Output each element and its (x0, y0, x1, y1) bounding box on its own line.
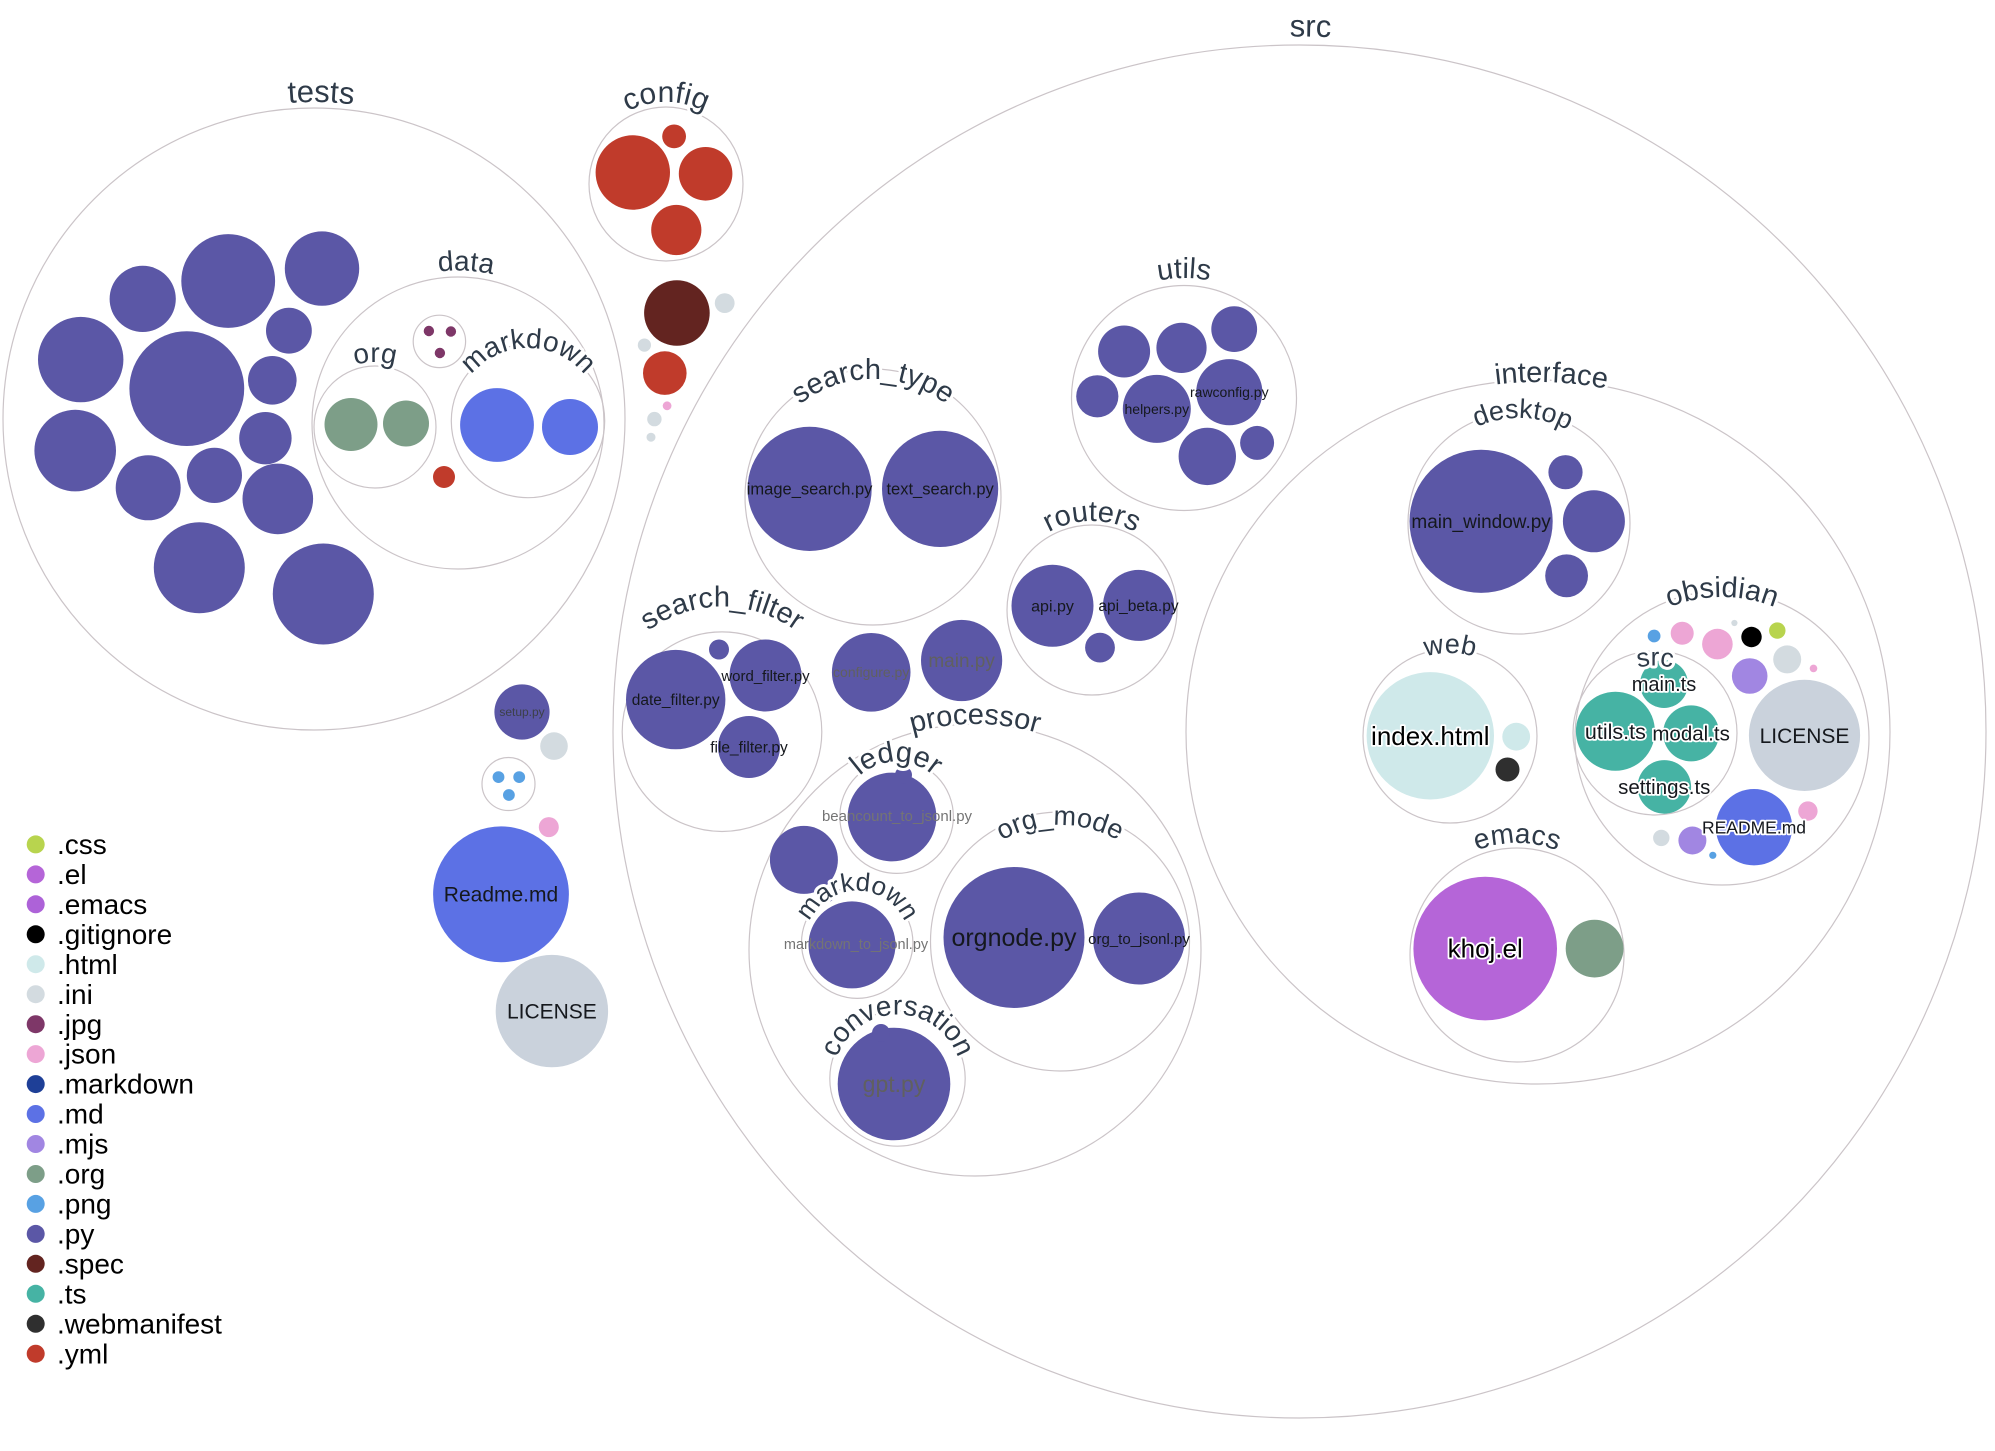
svg-text:main_window.py: main_window.py (1411, 512, 1551, 533)
svg-text:main.py: main.py (928, 651, 995, 672)
svg-text:README.md: README.md (1702, 817, 1806, 837)
svg-text:config: config (617, 76, 714, 118)
svg-text:.ini: .ini (57, 979, 93, 1010)
svg-text:.webmanifest: .webmanifest (57, 1308, 222, 1339)
svg-text:beancount_to_jsonl.py: beancount_to_jsonl.py (822, 808, 973, 825)
svg-text:.spec: .spec (57, 1248, 124, 1279)
svg-text:.png: .png (57, 1189, 112, 1220)
svg-text:.gitignore: .gitignore (57, 919, 172, 950)
svg-text:markdown: markdown (454, 323, 602, 379)
svg-text:.html: .html (57, 949, 118, 980)
svg-text:index.html: index.html (1371, 721, 1490, 751)
svg-text:search_type: search_type (785, 354, 960, 410)
svg-text:text_search.py: text_search.py (886, 481, 994, 499)
svg-text:.emacs: .emacs (57, 889, 147, 920)
svg-text:setup.py: setup.py (499, 705, 544, 719)
svg-text:.json: .json (57, 1039, 116, 1070)
svg-text:.el: .el (57, 859, 87, 890)
svg-text:.mjs: .mjs (57, 1129, 108, 1160)
svg-text:configure.py: configure.py (833, 664, 909, 680)
svg-text:emacs: emacs (1469, 818, 1565, 856)
svg-text:modal.ts: modal.ts (1652, 723, 1729, 746)
svg-text:org_to_jsonl.py: org_to_jsonl.py (1088, 931, 1190, 948)
svg-text:api_beta.py: api_beta.py (1098, 598, 1178, 615)
svg-text:processor: processor (906, 699, 1045, 740)
svg-text:web: web (1420, 629, 1479, 662)
svg-text:gpt.py: gpt.py (863, 1071, 926, 1097)
svg-text:.css: .css (57, 829, 107, 860)
svg-text:api.py: api.py (1031, 598, 1074, 615)
svg-text:obsidian: obsidian (1661, 572, 1783, 614)
svg-text:word_filter.py: word_filter.py (720, 668, 810, 685)
svg-text:helpers.py: helpers.py (1125, 401, 1190, 417)
svg-text:.jpg: .jpg (57, 1009, 102, 1040)
svg-text:interface: interface (1493, 357, 1611, 396)
svg-text:markdown_to_jsonl.py: markdown_to_jsonl.py (784, 937, 929, 953)
svg-text:file_filter.py: file_filter.py (710, 739, 788, 756)
svg-text:org_mode: org_mode (991, 801, 1129, 846)
svg-text:utils.ts: utils.ts (1585, 720, 1646, 744)
svg-text:src: src (1634, 642, 1676, 674)
svg-text:orgnode.py: orgnode.py (951, 924, 1077, 952)
svg-text:utils: utils (1155, 253, 1214, 287)
svg-text:routers: routers (1038, 496, 1146, 539)
svg-text:tests: tests (286, 74, 356, 111)
svg-text:LICENSE: LICENSE (1760, 725, 1850, 748)
svg-text:.org: .org (57, 1159, 105, 1190)
svg-text:image_search.py: image_search.py (747, 481, 873, 499)
svg-text:.md: .md (57, 1099, 104, 1130)
svg-text:search_filter: search_filter (634, 582, 810, 637)
svg-text:settings.ts: settings.ts (1618, 776, 1710, 799)
svg-text:src: src (1290, 8, 1332, 44)
svg-text:.yml: .yml (57, 1338, 108, 1369)
svg-text:.py: .py (57, 1219, 94, 1250)
svg-text:LICENSE: LICENSE (507, 1001, 597, 1024)
svg-text:data: data (437, 245, 498, 280)
svg-text:org: org (350, 337, 400, 371)
svg-text:khoj.el: khoj.el (1448, 934, 1523, 964)
svg-text:.ts: .ts (57, 1278, 87, 1309)
svg-text:date_filter.py: date_filter.py (632, 692, 720, 709)
svg-text:main.ts: main.ts (1632, 674, 1696, 696)
svg-text:desktop: desktop (1468, 394, 1577, 436)
svg-text:.markdown: .markdown (57, 1069, 194, 1100)
svg-text:Readme.md: Readme.md (444, 884, 558, 907)
svg-text:rawconfig.py: rawconfig.py (1190, 384, 1269, 400)
